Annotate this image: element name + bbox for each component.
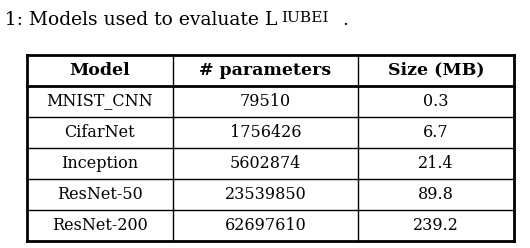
Text: L: L (265, 11, 278, 29)
Text: 89.8: 89.8 (418, 186, 454, 203)
Text: 239.2: 239.2 (413, 217, 459, 234)
Text: CifarNet: CifarNet (64, 124, 135, 141)
Text: Inception: Inception (61, 155, 138, 172)
Text: ResNet-200: ResNet-200 (52, 217, 147, 234)
Text: MNIST_CNN: MNIST_CNN (46, 93, 153, 110)
Text: 23539850: 23539850 (225, 186, 306, 203)
Text: 21.4: 21.4 (418, 155, 454, 172)
Text: Model: Model (69, 62, 130, 79)
Text: 62697610: 62697610 (225, 217, 306, 234)
Text: .: . (342, 11, 348, 29)
Text: 0.3: 0.3 (423, 93, 449, 110)
Text: Table 1: Models used to evaluate: Table 1: Models used to evaluate (0, 11, 265, 29)
Text: 6.7: 6.7 (423, 124, 449, 141)
Text: ResNet-50: ResNet-50 (57, 186, 143, 203)
Text: 1756426: 1756426 (229, 124, 301, 141)
Text: IUBEI: IUBEI (281, 11, 329, 25)
Text: 5602874: 5602874 (229, 155, 301, 172)
Text: 79510: 79510 (240, 93, 291, 110)
Text: # parameters: # parameters (199, 62, 331, 79)
Text: Size (MB): Size (MB) (388, 62, 484, 79)
